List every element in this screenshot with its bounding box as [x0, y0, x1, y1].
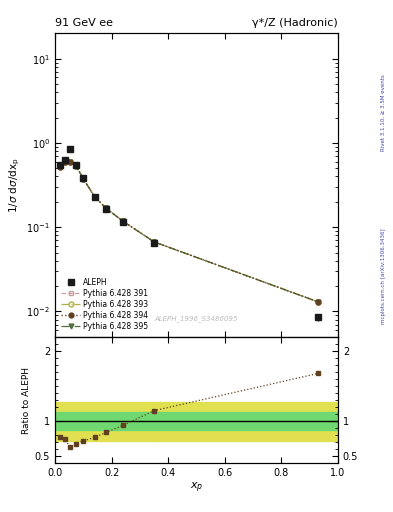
Y-axis label: 1/$\sigma$ d$\sigma$/dx$_\mathrm{p}$: 1/$\sigma$ d$\sigma$/dx$_\mathrm{p}$ — [8, 157, 22, 213]
Legend: ALEPH, Pythia 6.428 391, Pythia 6.428 393, Pythia 6.428 394, Pythia 6.428 395: ALEPH, Pythia 6.428 391, Pythia 6.428 39… — [59, 276, 151, 333]
Text: mcplots.cern.ch [arXiv:1306.3436]: mcplots.cern.ch [arXiv:1306.3436] — [381, 229, 386, 324]
X-axis label: $x_p$: $x_p$ — [190, 481, 203, 496]
Text: 91 GeV ee: 91 GeV ee — [55, 18, 113, 28]
Text: γ*/Z (Hadronic): γ*/Z (Hadronic) — [252, 18, 338, 28]
Text: ALEPH_1996_S3486095: ALEPH_1996_S3486095 — [155, 315, 238, 322]
Text: Rivet 3.1.10, ≥ 3.5M events: Rivet 3.1.10, ≥ 3.5M events — [381, 74, 386, 151]
Y-axis label: Ratio to ALEPH: Ratio to ALEPH — [22, 367, 31, 434]
